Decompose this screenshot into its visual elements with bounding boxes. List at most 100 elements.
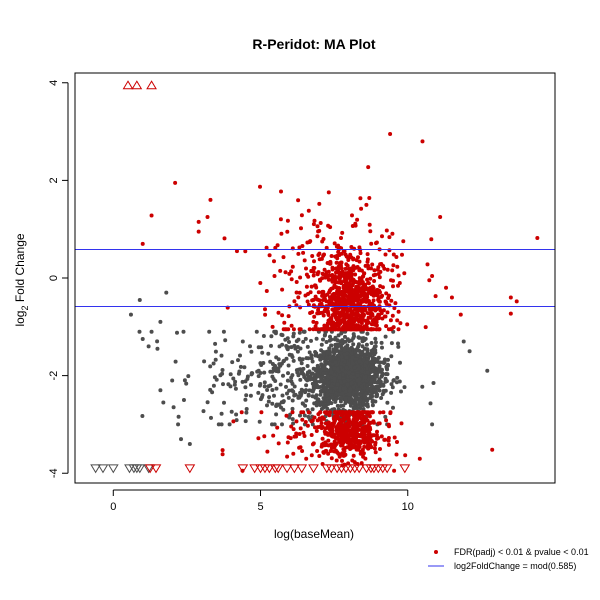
data-point: [323, 332, 327, 337]
data-point: [265, 403, 269, 408]
data-point: [313, 425, 317, 430]
data-point: [299, 410, 304, 415]
data-point: [321, 253, 326, 258]
data-point: [304, 398, 309, 403]
data-point: [262, 434, 267, 439]
data-point: [272, 259, 276, 264]
data-point: [354, 357, 359, 361]
data-point: [272, 274, 277, 278]
data-point: [318, 417, 323, 422]
data-point: [433, 294, 438, 299]
data-point: [365, 252, 370, 257]
data-point: [388, 132, 393, 137]
data-point: [317, 379, 322, 384]
triangle-down-marker: [90, 464, 101, 474]
data-point: [307, 240, 312, 244]
data-point: [210, 390, 215, 395]
data-point: [283, 327, 288, 332]
data-point: [244, 393, 249, 398]
data-point: [393, 301, 398, 306]
data-point: [389, 341, 394, 346]
data-point: [324, 448, 329, 453]
legend-point-marker: [434, 550, 438, 554]
data-point: [369, 327, 374, 332]
data-point: [341, 273, 346, 278]
data-point: [332, 420, 337, 424]
data-point: [330, 265, 335, 270]
x-tick-label: 10: [402, 501, 414, 513]
data-point: [299, 213, 304, 218]
data-point: [377, 306, 382, 311]
data-point: [347, 339, 352, 344]
data-point: [234, 249, 239, 254]
data-point: [364, 403, 369, 407]
data-point: [337, 290, 342, 295]
data-point: [280, 313, 285, 318]
data-point: [423, 325, 428, 330]
data-point: [220, 368, 225, 372]
triangle-up-marker: [122, 80, 134, 90]
data-point: [291, 427, 296, 432]
data-point: [383, 252, 388, 257]
data-point: [338, 423, 343, 428]
data-point: [324, 340, 329, 344]
data-point: [314, 352, 319, 357]
data-point: [275, 369, 280, 374]
data-point: [301, 250, 306, 255]
data-point: [309, 419, 314, 424]
data-point: [302, 258, 307, 263]
data-point: [214, 377, 219, 382]
data-point: [310, 371, 315, 376]
data-point: [243, 249, 248, 254]
data-point: [312, 259, 316, 264]
data-point: [377, 366, 382, 371]
data-point: [373, 348, 378, 353]
data-point: [329, 384, 334, 388]
data-point: [268, 359, 273, 364]
data-point: [326, 313, 331, 317]
data-point: [379, 311, 384, 316]
data-point: [338, 386, 342, 391]
data-point: [392, 435, 397, 440]
data-point: [392, 306, 397, 311]
data-point: [347, 348, 352, 353]
data-point: [372, 317, 377, 322]
data-point: [140, 337, 145, 342]
data-point: [346, 371, 351, 376]
data-point: [395, 440, 399, 444]
data-point: [370, 301, 375, 306]
data-point: [358, 251, 363, 256]
data-point: [361, 314, 366, 318]
data-point: [396, 327, 401, 332]
data-point: [173, 180, 178, 185]
data-point: [336, 280, 341, 285]
data-point: [322, 387, 327, 392]
data-point: [315, 449, 320, 453]
data-point: [290, 410, 295, 415]
data-point: [314, 383, 319, 388]
data-point: [348, 327, 353, 332]
data-point: [273, 366, 278, 371]
data-point: [347, 293, 352, 297]
data-point: [357, 415, 362, 420]
data-point: [340, 443, 345, 448]
data-point: [369, 445, 374, 450]
data-point: [327, 301, 332, 306]
data-point: [296, 295, 301, 300]
data-point: [300, 417, 305, 422]
data-point: [380, 371, 385, 376]
data-point: [226, 382, 231, 387]
data-point: [287, 340, 291, 344]
data-point: [272, 422, 277, 427]
data-point: [314, 327, 319, 332]
data-point: [388, 411, 393, 416]
data-point: [254, 329, 259, 334]
data-point: [137, 329, 142, 334]
data-point: [301, 430, 306, 435]
data-point: [371, 286, 376, 291]
data-point: [428, 401, 433, 406]
data-point: [402, 271, 407, 276]
data-point: [332, 274, 337, 279]
data-point: [403, 453, 408, 458]
data-point: [367, 196, 372, 200]
